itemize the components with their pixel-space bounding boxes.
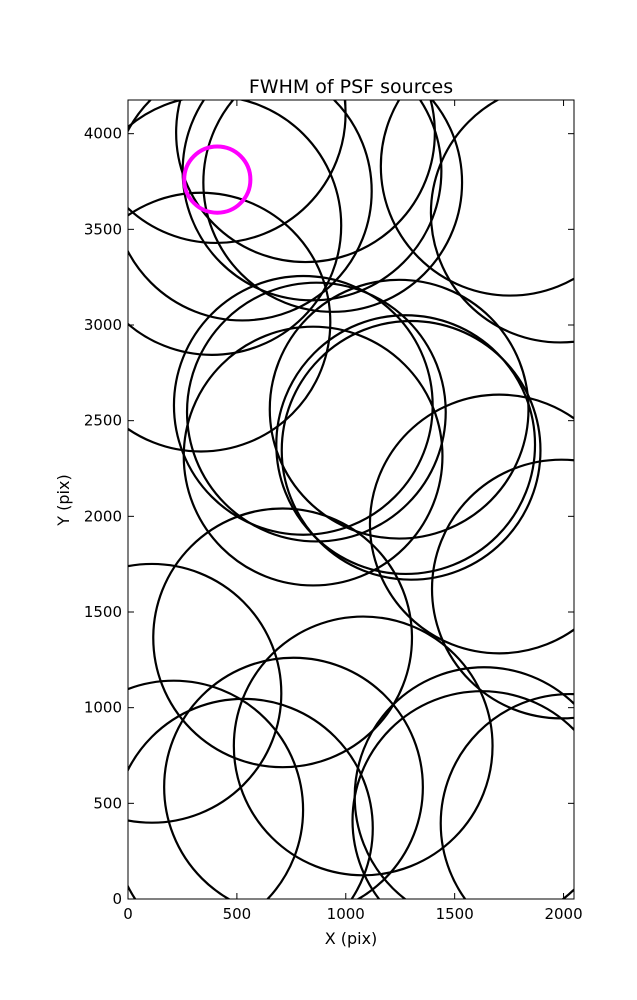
source-marker <box>175 100 436 264</box>
y-tick-label: 1000 <box>84 699 122 717</box>
source-marker <box>185 281 447 543</box>
source-marker <box>163 656 424 899</box>
source-marker <box>368 393 574 655</box>
source-marker <box>182 325 444 587</box>
y-tick-label: 1500 <box>84 603 122 621</box>
chart-title: FWHM of PSF sources <box>249 76 453 98</box>
y-tick-label: 500 <box>93 794 122 812</box>
source-marker <box>128 562 283 824</box>
source-marker <box>439 693 574 899</box>
x-tick-label: 1000 <box>327 905 365 923</box>
source-marker <box>202 100 464 313</box>
source-marker <box>128 679 305 899</box>
source-marker <box>128 100 343 356</box>
source-marker <box>128 697 374 899</box>
source-marker <box>128 100 347 245</box>
source-marker <box>280 319 542 581</box>
source-marker <box>128 191 332 453</box>
y-tick-label: 4000 <box>84 125 122 143</box>
source-marker <box>152 507 414 769</box>
y-tick-label: 2000 <box>84 507 122 525</box>
highlight-source-marker <box>182 144 253 215</box>
x-tick-label: 1500 <box>436 905 474 923</box>
source-marker <box>268 278 530 540</box>
plot-markers <box>128 100 574 899</box>
y-axis: 0 500 1000 1500 2000 2500 3000 3500 4000 <box>84 125 574 908</box>
x-axis: 0 500 1000 1500 2000 <box>123 100 583 923</box>
source-marker <box>379 100 574 297</box>
y-tick-label: 0 <box>112 890 122 908</box>
y-axis-label: Y (pix) <box>54 474 73 526</box>
source-marker <box>275 314 537 576</box>
plot-frame <box>127 99 575 900</box>
source-marker <box>181 100 443 302</box>
source-marker <box>128 100 373 322</box>
x-tick-label: 2000 <box>544 905 582 923</box>
source-marker <box>429 100 574 344</box>
source-marker <box>351 690 574 899</box>
x-tick-label: 0 <box>123 905 133 923</box>
x-tick-label: 500 <box>223 905 252 923</box>
source-marker <box>430 458 574 720</box>
y-tick-label: 2500 <box>84 412 122 430</box>
y-tick-label: 3500 <box>84 220 122 238</box>
source-marker <box>232 615 494 877</box>
x-axis-label: X (pix) <box>325 929 378 948</box>
y-tick-label: 3000 <box>84 316 122 334</box>
